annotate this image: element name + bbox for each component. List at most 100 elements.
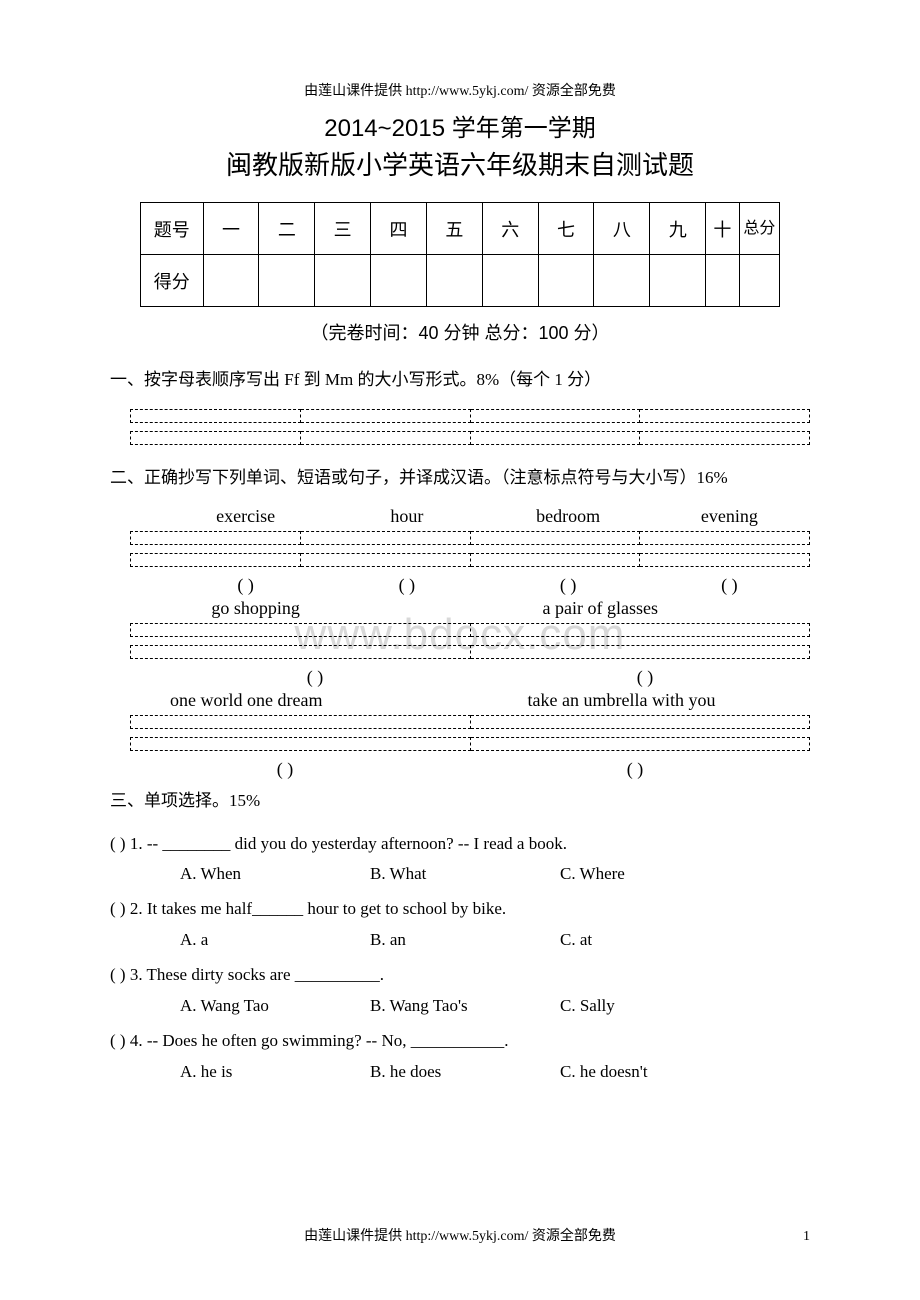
option-b: B. an <box>370 926 560 955</box>
answer-cell <box>301 553 471 567</box>
answer-cell <box>130 645 471 659</box>
score-cell <box>426 255 482 307</box>
paren-blank: ( ) <box>480 667 810 688</box>
options-row: A. Wang Tao B. Wang Tao's C. Sally <box>180 992 810 1021</box>
score-cell <box>482 255 538 307</box>
score-cell <box>706 255 740 307</box>
answer-cell <box>640 553 810 567</box>
header-source-text: 由莲山课件提供 http://www.5ykj.com/ 资源全部免费 <box>110 80 810 100</box>
question-text: ( ) 3. These dirty socks are __________. <box>110 965 384 984</box>
vocab-phrase: a pair of glasses <box>488 598 811 619</box>
answer-cell <box>130 737 471 751</box>
vocab-row: one world one dream take an umbrella wit… <box>165 690 810 711</box>
spacer <box>326 598 487 619</box>
section-2-heading: 二、正确抄写下列单词、短语或句子，并译成汉语。（注意标点符号与大小写）16% <box>110 465 810 491</box>
paren-blank: ( ) <box>165 575 326 596</box>
answer-cell <box>130 715 471 729</box>
option-a: A. a <box>180 926 370 955</box>
col-header: 七 <box>538 203 594 255</box>
option-a: A. When <box>180 860 370 889</box>
vocab-word: bedroom <box>488 506 649 527</box>
answer-cell <box>301 431 471 445</box>
vocab-row: go shopping a pair of glasses <box>165 598 810 619</box>
paren-blank: ( ) <box>460 759 810 780</box>
score-cell <box>739 255 779 307</box>
answer-cell <box>471 409 641 423</box>
table-row: 得分 <box>141 255 780 307</box>
vocab-phrase: go shopping <box>165 598 326 619</box>
answer-cell <box>130 623 471 637</box>
paren-blank: ( ) <box>649 575 810 596</box>
title-main: 闽教版新版小学英语六年级期末自测试题 <box>110 145 810 182</box>
answer-cell <box>471 623 811 637</box>
answer-cell <box>640 409 810 423</box>
section-1-heading: 一、按字母表顺序写出 Ff 到 Mm 的大小写形式。8%（每个 1 分） <box>110 367 810 393</box>
row-label: 题号 <box>141 203 204 255</box>
option-c: C. he doesn't <box>560 1058 740 1087</box>
option-b: B. he does <box>370 1058 560 1087</box>
answer-cell <box>471 553 641 567</box>
score-cell <box>315 255 371 307</box>
score-cell <box>371 255 427 307</box>
options-row: A. When B. What C. Where <box>180 860 810 889</box>
option-b: B. Wang Tao's <box>370 992 560 1021</box>
row-label: 得分 <box>141 255 204 307</box>
col-header: 九 <box>650 203 706 255</box>
paren-row: ( ) ( ) <box>150 667 810 688</box>
paren-blank: ( ) <box>326 575 487 596</box>
score-cell <box>594 255 650 307</box>
paren-blank: ( ) <box>488 575 649 596</box>
options-row: A. he is B. he does C. he doesn't <box>180 1058 810 1087</box>
answer-cell <box>471 431 641 445</box>
answer-cell <box>301 531 471 545</box>
col-header: 二 <box>259 203 315 255</box>
question-2: ( ) 2. It takes me half______ hour to ge… <box>110 895 810 955</box>
vocab-word: hour <box>326 506 487 527</box>
vocab-phrase: take an umbrella with you <box>488 690 811 711</box>
col-header: 五 <box>426 203 482 255</box>
paren-blank: ( ) <box>150 667 480 688</box>
vocab-word: exercise <box>165 506 326 527</box>
col-header: 八 <box>594 203 650 255</box>
page-number: 1 <box>803 1229 810 1245</box>
question-4: ( ) 4. -- Does he often go swimming? -- … <box>110 1027 810 1087</box>
table-row: 题号 一 二 三 四 五 六 七 八 九 十 总分 <box>141 203 780 255</box>
answer-cell <box>471 737 811 751</box>
question-text: ( ) 2. It takes me half______ hour to ge… <box>110 899 506 918</box>
question-1: ( ) 1. -- ________ did you do yesterday … <box>110 830 810 890</box>
option-c: C. Sally <box>560 992 740 1021</box>
answer-grid-row <box>130 431 810 445</box>
answer-cell <box>130 553 301 567</box>
total-label: 总分 <box>739 203 779 255</box>
question-text: ( ) 1. -- ________ did you do yesterday … <box>110 834 567 853</box>
answer-cell <box>471 645 811 659</box>
answer-grid-row <box>130 645 810 659</box>
option-a: A. he is <box>180 1058 370 1087</box>
col-header: 六 <box>482 203 538 255</box>
answer-grid-row <box>130 409 810 423</box>
score-cell <box>650 255 706 307</box>
paren-blank: ( ) <box>110 759 460 780</box>
answer-cell <box>640 431 810 445</box>
option-c: C. at <box>560 926 740 955</box>
answer-grid-row <box>130 737 810 751</box>
score-cell <box>203 255 259 307</box>
options-row: A. a B. an C. at <box>180 926 810 955</box>
score-cell <box>538 255 594 307</box>
answer-cell <box>130 431 301 445</box>
footer-source-text: 由莲山课件提供 http://www.5ykj.com/ 资源全部免费 <box>0 1225 920 1245</box>
title-year: 2014~2015 学年第一学期 <box>110 108 810 143</box>
answer-cell <box>640 531 810 545</box>
score-table: 题号 一 二 三 四 五 六 七 八 九 十 总分 得分 <box>140 202 780 307</box>
option-c: C. Where <box>560 860 740 889</box>
answer-cell <box>130 531 301 545</box>
vocab-phrase: one world one dream <box>165 690 488 711</box>
answer-cell <box>301 409 471 423</box>
exam-time-info: （完卷时间：40 分钟 总分：100 分） <box>110 319 810 345</box>
question-text: ( ) 4. -- Does he often go swimming? -- … <box>110 1031 509 1050</box>
col-header: 十 <box>706 203 740 255</box>
option-a: A. Wang Tao <box>180 992 370 1021</box>
col-header: 四 <box>371 203 427 255</box>
answer-cell <box>471 531 641 545</box>
score-cell <box>259 255 315 307</box>
